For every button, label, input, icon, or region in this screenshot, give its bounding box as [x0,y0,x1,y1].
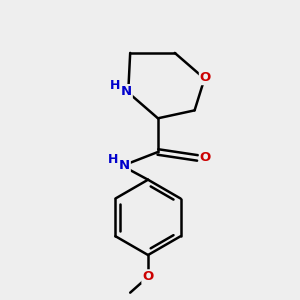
Text: O: O [142,270,154,283]
Text: N: N [121,85,132,98]
Text: O: O [200,71,211,84]
Text: N: N [119,159,130,172]
Text: H: H [110,79,121,92]
Text: O: O [200,152,211,164]
Text: H: H [108,153,118,167]
